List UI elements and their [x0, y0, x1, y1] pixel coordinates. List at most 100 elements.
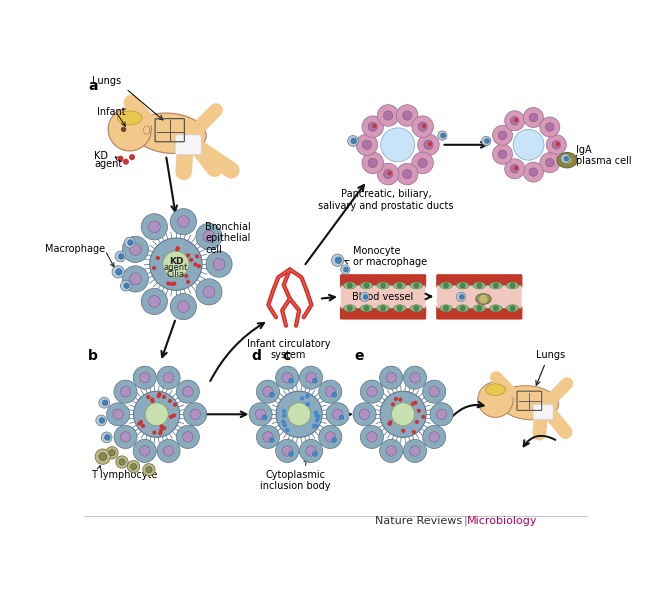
Text: agent: agent — [94, 159, 122, 169]
Ellipse shape — [394, 304, 406, 312]
Text: Cilia: Cilia — [167, 270, 185, 279]
Circle shape — [335, 257, 342, 263]
Circle shape — [332, 438, 337, 442]
Text: Infant: Infant — [98, 107, 126, 116]
Circle shape — [443, 306, 449, 310]
Circle shape — [412, 116, 434, 137]
Circle shape — [282, 446, 292, 456]
Circle shape — [546, 158, 554, 167]
Ellipse shape — [133, 113, 206, 153]
Circle shape — [477, 283, 482, 288]
Circle shape — [325, 386, 335, 397]
Circle shape — [367, 432, 377, 442]
Circle shape — [163, 446, 174, 456]
Text: Cytoplasmic
inclusion body: Cytoplasmic inclusion body — [260, 470, 331, 491]
Circle shape — [389, 421, 392, 424]
Ellipse shape — [143, 126, 150, 134]
Circle shape — [108, 108, 151, 151]
Circle shape — [414, 306, 419, 310]
Circle shape — [99, 453, 107, 460]
Circle shape — [196, 255, 198, 258]
Circle shape — [256, 426, 280, 448]
Circle shape — [443, 283, 449, 288]
Ellipse shape — [473, 304, 485, 312]
Circle shape — [134, 391, 179, 438]
Circle shape — [157, 366, 180, 389]
Circle shape — [422, 380, 446, 403]
Circle shape — [312, 452, 317, 456]
Circle shape — [505, 159, 525, 179]
Circle shape — [493, 283, 498, 288]
Ellipse shape — [557, 152, 577, 168]
Circle shape — [325, 432, 335, 442]
FancyBboxPatch shape — [436, 274, 523, 288]
Circle shape — [424, 140, 433, 149]
Ellipse shape — [410, 304, 422, 312]
Circle shape — [276, 366, 299, 389]
Circle shape — [377, 164, 399, 185]
Circle shape — [392, 403, 394, 406]
Text: KD: KD — [169, 257, 183, 266]
Circle shape — [141, 424, 145, 427]
Circle shape — [430, 403, 453, 426]
Circle shape — [133, 366, 157, 389]
Circle shape — [122, 266, 149, 292]
Circle shape — [317, 416, 320, 418]
Text: IgA
plasma cell: IgA plasma cell — [576, 144, 632, 167]
Circle shape — [457, 293, 466, 301]
Circle shape — [282, 420, 285, 423]
Circle shape — [289, 452, 293, 456]
Circle shape — [282, 410, 286, 413]
Circle shape — [150, 238, 202, 290]
Circle shape — [388, 423, 391, 425]
Circle shape — [326, 403, 349, 426]
Circle shape — [183, 386, 193, 397]
Circle shape — [130, 155, 134, 159]
Circle shape — [183, 432, 193, 442]
Circle shape — [167, 282, 170, 285]
Circle shape — [140, 421, 142, 423]
Circle shape — [394, 398, 398, 401]
Circle shape — [176, 247, 179, 250]
Circle shape — [314, 411, 318, 414]
Circle shape — [418, 158, 427, 168]
Circle shape — [498, 150, 507, 159]
Circle shape — [99, 418, 105, 423]
Circle shape — [540, 153, 560, 173]
Circle shape — [95, 449, 111, 464]
Circle shape — [477, 306, 482, 310]
Circle shape — [381, 306, 386, 310]
Circle shape — [262, 415, 267, 420]
Circle shape — [114, 380, 137, 403]
Circle shape — [312, 424, 316, 428]
Circle shape — [403, 111, 412, 120]
Circle shape — [479, 294, 488, 304]
Circle shape — [190, 259, 193, 261]
Circle shape — [306, 395, 309, 398]
Circle shape — [418, 122, 427, 131]
Circle shape — [362, 152, 384, 174]
Circle shape — [364, 283, 369, 288]
Circle shape — [557, 143, 559, 146]
Circle shape — [149, 221, 160, 233]
Circle shape — [373, 125, 376, 127]
Circle shape — [540, 117, 560, 137]
Circle shape — [364, 306, 369, 310]
Circle shape — [121, 281, 131, 291]
Circle shape — [380, 366, 403, 389]
Circle shape — [276, 391, 322, 438]
Circle shape — [157, 395, 160, 398]
Ellipse shape — [485, 384, 506, 395]
Circle shape — [422, 125, 426, 127]
Circle shape — [386, 446, 396, 456]
Circle shape — [368, 158, 377, 168]
Circle shape — [414, 401, 417, 404]
FancyBboxPatch shape — [341, 285, 425, 308]
Circle shape — [429, 386, 440, 397]
Ellipse shape — [344, 304, 356, 312]
Circle shape — [106, 447, 118, 459]
Circle shape — [402, 429, 405, 432]
Circle shape — [196, 223, 222, 250]
Circle shape — [413, 430, 415, 433]
Circle shape — [312, 378, 317, 383]
